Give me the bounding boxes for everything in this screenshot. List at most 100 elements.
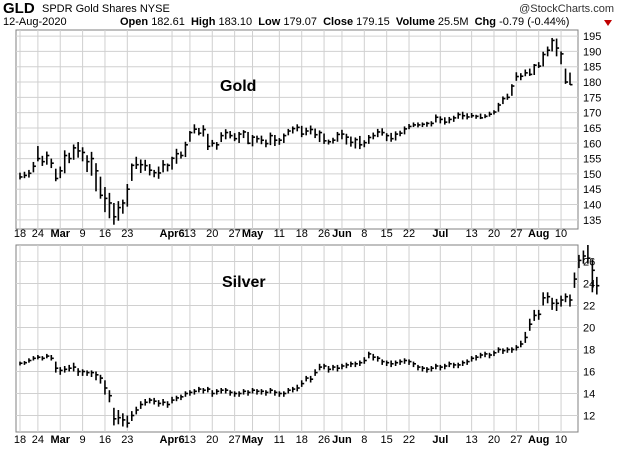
price-bar [399,130,403,137]
price-bar [385,360,390,366]
price-bar [144,159,148,171]
price-bar [229,131,233,139]
price-bar [144,399,148,406]
price-bar [28,358,32,363]
x-tick-label: Mar [50,434,70,446]
price-bar [162,160,166,173]
price-bar [412,361,416,368]
price-bar [148,397,153,404]
price-bar [372,353,376,361]
price-bar [153,169,157,178]
price-bar [555,38,560,57]
price-bar [189,131,193,142]
price-bar [238,391,242,397]
y-tick-label: 150 [583,169,601,181]
x-tick-label: 23 [121,434,133,446]
price-bar [122,413,126,427]
price-bar [309,375,314,383]
plot-frame [15,244,579,433]
x-tick-label: May [242,228,264,240]
price-bar [372,132,376,140]
price-bar [475,355,479,361]
price-bar [408,359,412,365]
price-bar [117,410,121,425]
y-tick-label: 190 [583,46,601,58]
price-bar [421,366,425,372]
x-tick-label: 20 [488,228,500,240]
price-bar [54,168,59,182]
price-bar [175,395,180,402]
price-bar [569,294,573,307]
price-bar [551,37,555,52]
price-bar [265,139,269,148]
price-bar [354,361,358,368]
price-bar [359,135,363,150]
price-bar [502,348,506,354]
price-bar [99,176,103,199]
price-bar [113,202,117,225]
price-bar [233,391,238,397]
price-bar [242,130,247,139]
y-tick-label: 140 [583,200,601,212]
price-bar [359,360,363,366]
y-tick-label: 195 [583,31,601,43]
plot-frame [15,29,579,230]
price-bar [323,133,327,144]
price-bar [515,345,519,351]
y-tick-label: 24 [583,279,595,291]
price-bar [488,352,493,359]
close-label: Close [323,16,354,28]
price-bar [291,386,296,393]
price-bar [466,359,470,365]
price-bar [394,360,399,366]
price-bar [528,68,533,76]
price-bar [367,351,372,359]
price-bar [470,356,475,362]
volume-value: 25.5M [437,16,469,28]
x-tick-label: 27 [510,228,522,240]
price-bar [354,137,358,149]
y-tick-label: 22 [583,301,595,313]
price-bar [202,388,206,394]
price-bar [193,389,197,395]
price-bar [287,128,291,136]
price-bar [86,155,90,173]
x-tick-label: 20 [206,434,218,446]
price-bar [399,359,403,365]
price-bar [591,259,595,293]
low-label: Low [258,16,281,28]
x-tick-label: Mar [50,228,70,240]
x-tick-label: 26 [318,434,330,446]
price-bar [126,183,130,207]
price-bar [256,389,260,395]
price-bar [54,361,59,373]
price-bar [220,132,224,143]
price-bar [68,152,72,164]
price-bar [278,138,282,145]
y-tick-label: 175 [583,92,601,104]
x-tick-label: 13 [466,228,478,240]
price-bar [32,356,36,361]
price-bar [135,156,139,169]
price-bar [412,122,416,128]
security-name: SPDR Gold Shares NYSE [42,3,170,15]
price-bar [542,51,546,67]
price-bar [41,155,45,166]
price-bar [233,133,238,142]
price-bar [283,391,287,397]
price-bar [207,133,211,151]
price-bar [238,131,242,143]
price-bar [59,367,63,375]
x-tick-label: 10 [555,228,567,240]
price-bar [564,68,569,84]
price-bar [117,201,121,221]
volume-label: Volume [395,16,435,28]
price-bar [81,147,86,162]
price-bar [166,401,171,408]
price-bar [524,331,528,343]
price-bar [63,366,68,373]
x-tick-label: Jul [432,228,448,240]
price-bar [314,128,318,139]
price-bar [341,129,345,140]
